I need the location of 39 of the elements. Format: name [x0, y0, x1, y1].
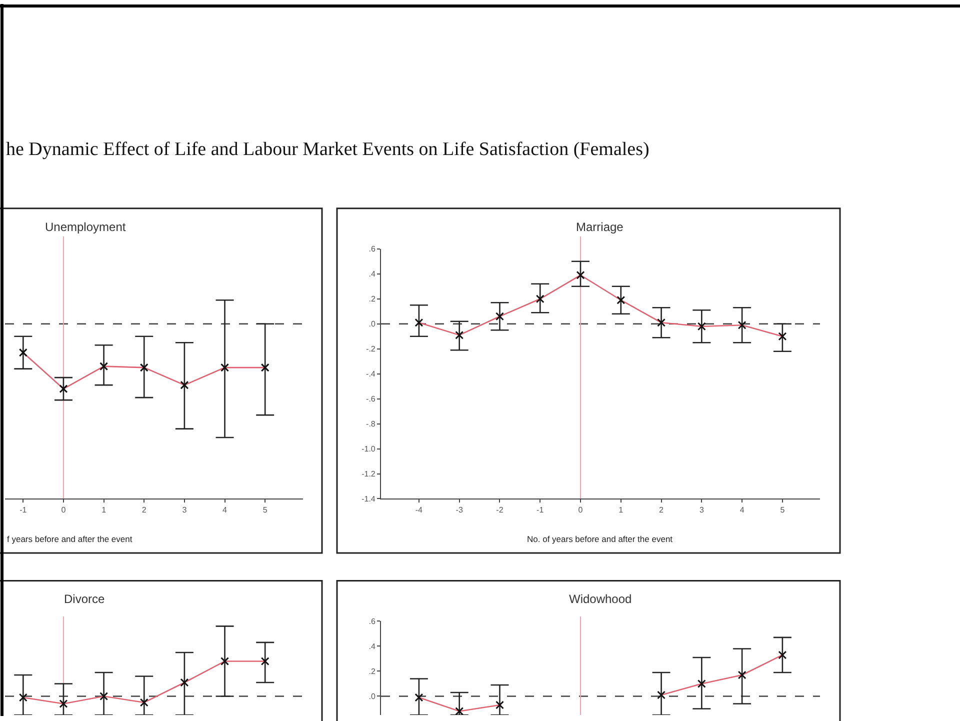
y-tick-label: -.4 — [366, 370, 376, 379]
chart-title: Divorce — [64, 592, 105, 606]
x-tick-label: 5 — [262, 505, 268, 514]
chart-title: Marriage — [576, 220, 624, 234]
y-tick-label: -1.2 — [362, 470, 376, 479]
y-tick-label: .4 — [368, 270, 376, 279]
x-tick-label: 1 — [618, 505, 624, 514]
y-tick-label: -.8 — [366, 420, 376, 429]
x-tick-label: 5 — [780, 505, 786, 514]
x-tick-label: 1 — [102, 505, 107, 514]
text: he Dynamic Effect of Life and Labour Market Events on Life Satisfaction (Females) — [6, 139, 650, 160]
x-tick-label: 2 — [142, 505, 147, 514]
x-axis-title: f years before and after the event — [7, 534, 133, 544]
x-tick-label: -1 — [536, 505, 544, 514]
x-tick-label: 2 — [659, 505, 664, 514]
y-tick-label: .0 — [368, 320, 376, 329]
x-axis-title: No. of years before and after the event — [527, 534, 674, 544]
y-tick-label: .0 — [368, 692, 376, 702]
x-tick-label: 3 — [182, 505, 188, 514]
y-tick-label: .2 — [368, 667, 376, 676]
y-tick-label: .6 — [368, 617, 376, 626]
x-tick-label: 0 — [578, 505, 584, 514]
y-tick-label: -1.4 — [362, 494, 376, 504]
x-tick-label: 4 — [740, 505, 745, 514]
chart-title: Unemployment — [45, 220, 126, 234]
y-tick-label: -.6 — [366, 394, 376, 404]
y-tick-label: .2 — [368, 294, 376, 304]
y-tick-label: .6 — [368, 244, 376, 254]
x-tick-label: -4 — [415, 505, 424, 514]
x-tick-label: -2 — [496, 505, 504, 514]
x-tick-label: 4 — [222, 505, 228, 514]
x-tick-label: -1 — [20, 505, 28, 514]
chart-title: Widowhood — [569, 592, 632, 606]
y-tick-label: -.2 — [366, 344, 376, 354]
x-tick-label: 0 — [61, 505, 66, 514]
y-tick-label: .4 — [368, 642, 376, 652]
y-tick-label: -1.0 — [362, 444, 376, 454]
x-tick-label: -3 — [456, 505, 464, 514]
x-tick-label: 3 — [699, 505, 704, 514]
